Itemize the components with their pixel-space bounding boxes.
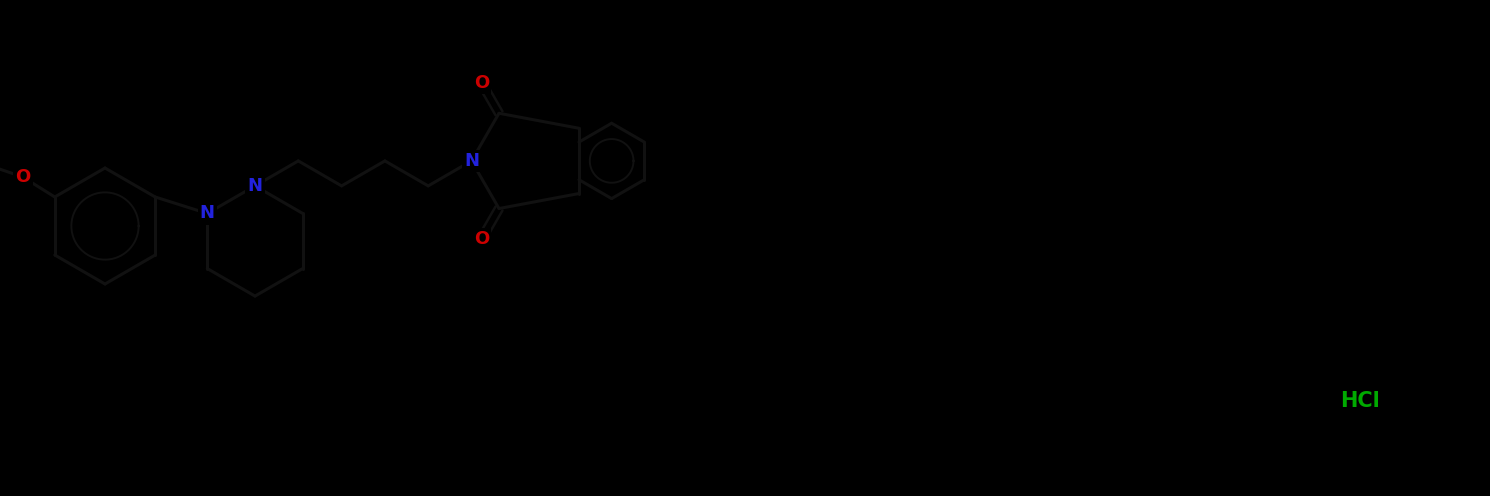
Text: N: N [463, 152, 478, 170]
Text: O: O [474, 230, 489, 248]
Text: N: N [247, 177, 262, 195]
Text: HCl: HCl [1340, 391, 1380, 411]
Text: O: O [15, 168, 30, 186]
Text: N: N [200, 204, 215, 222]
Text: O: O [474, 74, 489, 92]
